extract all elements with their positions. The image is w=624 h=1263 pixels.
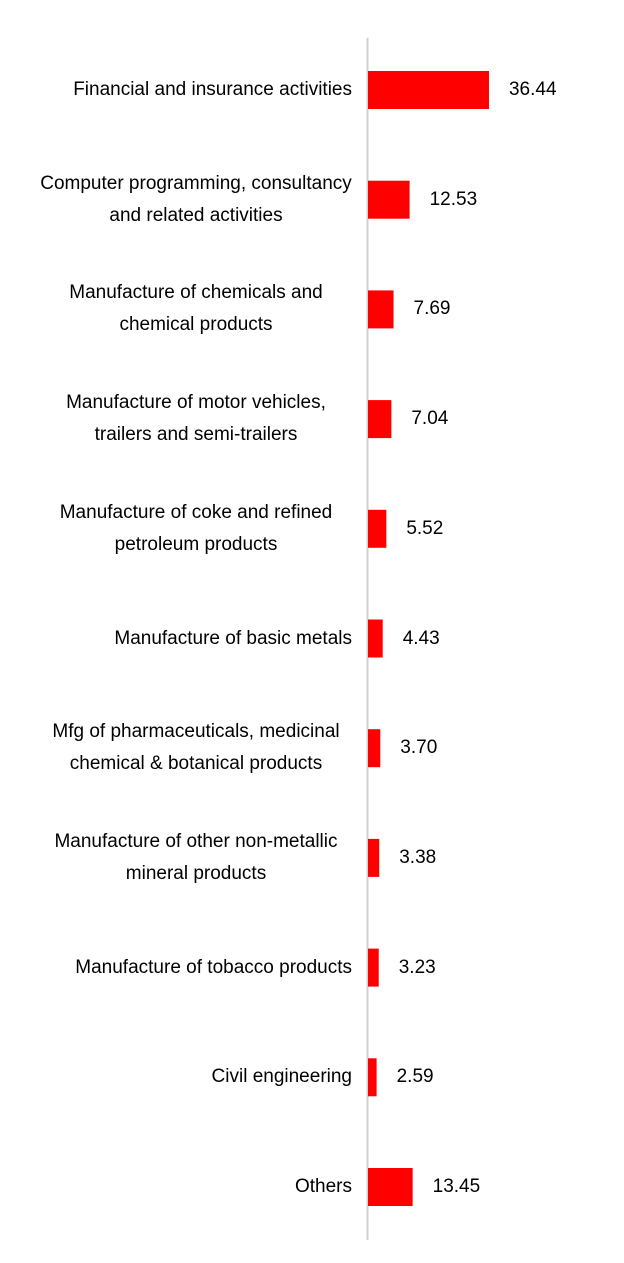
bar bbox=[368, 509, 387, 548]
category-label: Manufacture of motor vehicles, trailers … bbox=[66, 392, 326, 446]
value-label: 5.52 bbox=[406, 517, 444, 539]
bar bbox=[368, 948, 379, 987]
category-label-box: Manufacture of motor vehicles, trailers … bbox=[40, 387, 352, 451]
category-label: Manufacture of chemicals and chemical pr… bbox=[69, 282, 323, 336]
value-label: 7.04 bbox=[411, 408, 449, 430]
bar bbox=[368, 400, 392, 439]
category-label-box: Manufacture of chemicals and chemical pr… bbox=[40, 277, 352, 341]
category-label-box: Others bbox=[40, 1171, 352, 1203]
bar bbox=[368, 1058, 377, 1097]
category-label-box: Manufacture of other non-metallic minera… bbox=[40, 826, 352, 890]
value-label: 12.53 bbox=[429, 188, 478, 210]
bar bbox=[368, 619, 383, 658]
category-label: Financial and insurance activities bbox=[73, 79, 352, 100]
category-label: Mfg of pharmaceuticals, medicinal chemic… bbox=[52, 721, 340, 775]
bar bbox=[368, 290, 394, 329]
value-label: 3.23 bbox=[398, 956, 436, 978]
category-label: Manufacture of basic metals bbox=[114, 627, 352, 649]
category-label-box: Computer programming, consultancy and re… bbox=[40, 168, 352, 232]
category-label: Computer programming, consultancy and re… bbox=[40, 172, 352, 226]
category-label-box: Civil engineering bbox=[40, 1061, 352, 1093]
category-label-box: Manufacture of basic metals bbox=[40, 623, 352, 655]
value-label: 36.44 bbox=[508, 79, 557, 100]
value-label: 3.38 bbox=[399, 846, 437, 868]
category-label-box: Manufacture of tobacco products bbox=[40, 952, 352, 984]
category-label: Civil engineering bbox=[211, 1066, 352, 1088]
category-label-box: Manufacture of coke and refined petroleu… bbox=[40, 497, 352, 561]
value-label: 2.59 bbox=[396, 1066, 434, 1088]
bar bbox=[368, 838, 380, 877]
bar bbox=[368, 180, 410, 219]
value-label: 13.45 bbox=[432, 1176, 481, 1197]
value-label: 7.69 bbox=[413, 298, 451, 320]
bar bbox=[368, 729, 381, 768]
category-label: Others bbox=[294, 1176, 352, 1197]
category-label: Manufacture of tobacco products bbox=[75, 956, 352, 978]
bar bbox=[368, 1168, 413, 1206]
category-label: Manufacture of other non-metallic minera… bbox=[54, 830, 338, 884]
bar bbox=[368, 71, 489, 109]
category-label-box: Financial and insurance activities bbox=[40, 74, 352, 106]
value-label: 3.70 bbox=[400, 737, 438, 759]
category-label-box: Mfg of pharmaceuticals, medicinal chemic… bbox=[40, 716, 352, 780]
category-label: Manufacture of coke and refined petroleu… bbox=[59, 501, 333, 555]
value-label: 4.43 bbox=[402, 627, 440, 649]
